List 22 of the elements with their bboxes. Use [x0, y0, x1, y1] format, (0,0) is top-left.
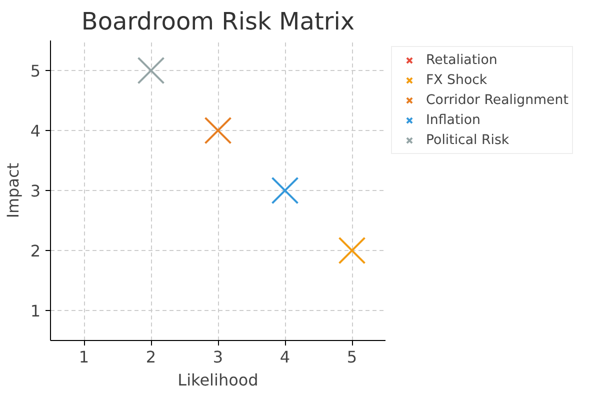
- chart-title: Boardroom Risk Matrix: [81, 8, 355, 36]
- x-tick-label: 4: [280, 348, 290, 366]
- point: [204, 116, 232, 144]
- y-tick-label: 3: [30, 182, 41, 200]
- legend-label: Retaliation: [426, 52, 498, 68]
- y-tick-label: 1: [30, 302, 41, 320]
- point: [271, 176, 299, 204]
- y-tick-label: 2: [30, 242, 41, 260]
- y-axis-title: Impact: [3, 162, 22, 218]
- x-tick-label: 3: [212, 348, 224, 366]
- y-tick-label: 4: [30, 122, 41, 140]
- legend-label: FX Shock: [426, 72, 488, 88]
- legend-label: Inflation: [426, 112, 480, 128]
- point: [137, 56, 165, 84]
- x-axis-title: Likelihood: [178, 370, 258, 390]
- legend-label: Political Risk: [426, 132, 510, 148]
- point: [338, 236, 366, 264]
- x-tick-label: 1: [78, 348, 90, 366]
- x-tick-label: 5: [346, 348, 358, 366]
- y-tick-label: 5: [30, 62, 41, 80]
- legend-label: Corridor Realignment: [426, 92, 568, 108]
- x-tick-label: 2: [146, 348, 156, 366]
